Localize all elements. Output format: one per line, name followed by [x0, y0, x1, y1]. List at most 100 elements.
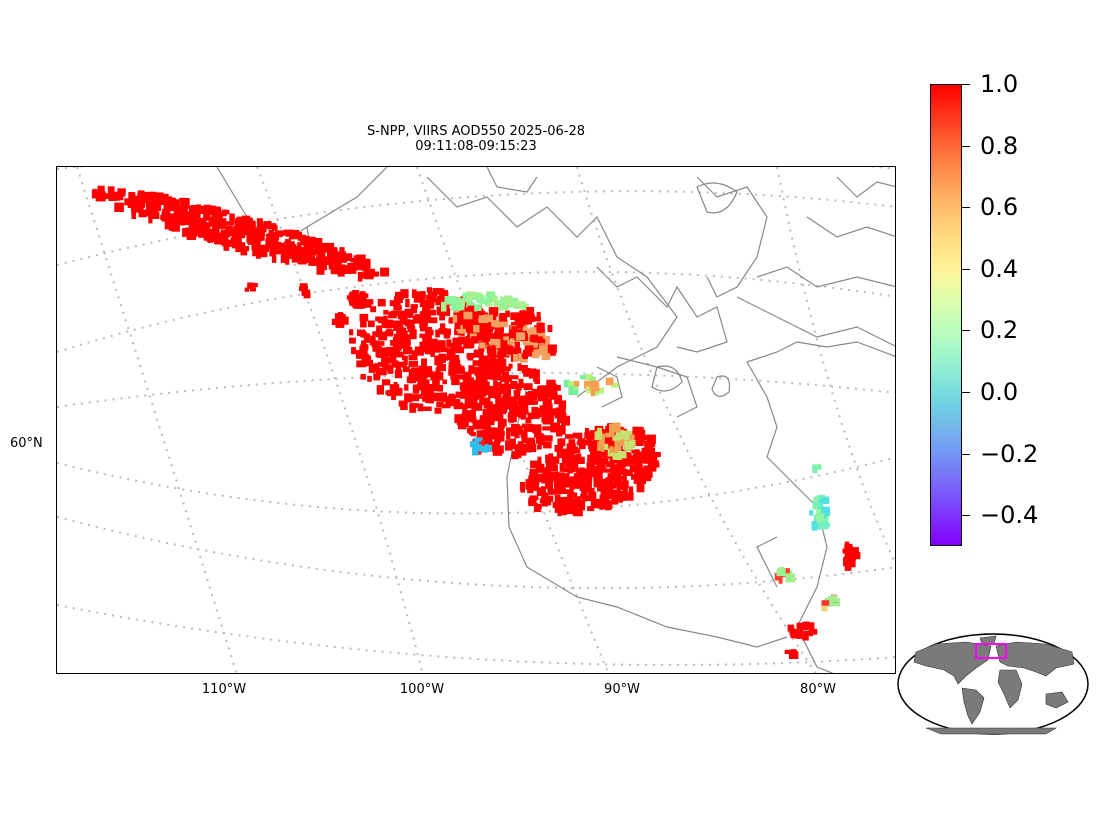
aod-pixel — [394, 369, 402, 379]
aod-pixel — [92, 188, 98, 196]
aod-pixel — [476, 320, 484, 328]
aod-pixel — [148, 216, 153, 224]
aod-pixel — [565, 462, 572, 468]
aod-pixel — [297, 255, 307, 265]
aod-pixel — [520, 318, 529, 325]
aod-pixel — [385, 357, 391, 364]
aod-pixel — [219, 232, 229, 241]
aod-pixel — [143, 196, 150, 203]
aod-pixel — [486, 291, 496, 297]
aod-pixel — [393, 296, 401, 306]
aod-pixel — [545, 454, 552, 464]
aod-pixel — [591, 441, 602, 451]
aod-pixel — [532, 424, 542, 434]
aod-pixel — [442, 396, 449, 403]
aod-pixel — [535, 480, 540, 485]
aod-pixel — [438, 288, 445, 299]
aod-pixel — [548, 453, 554, 459]
aod-pixel — [356, 360, 367, 368]
aod-pixel — [825, 598, 834, 607]
lon-line — [416, 167, 610, 673]
aod-pixel — [517, 429, 524, 435]
aod-pixel — [545, 483, 550, 489]
aod-pixel — [457, 421, 467, 430]
aod-pixel — [790, 630, 796, 638]
aod-pixel — [426, 287, 432, 293]
aod-pixel — [629, 468, 636, 473]
aod-pixel — [649, 438, 656, 448]
aod-pixel — [576, 440, 586, 445]
colorbar-tick-label: 0.2 — [980, 316, 1019, 345]
aod-pixel — [558, 438, 566, 447]
aod-pixel — [402, 366, 410, 373]
aod-pixel — [489, 338, 497, 347]
aod-pixel — [489, 404, 500, 409]
aod-pixel — [608, 476, 618, 482]
aod-pixel — [501, 348, 510, 358]
aod-pixel — [601, 479, 612, 487]
aod-pixel — [497, 331, 502, 341]
aod-pixel — [358, 299, 365, 306]
aod-pixel — [634, 426, 643, 436]
lon-label-100w: 100°W — [399, 682, 445, 697]
aod-pixel — [601, 435, 611, 445]
aod-pixel — [484, 435, 493, 445]
aod-pixel — [516, 332, 526, 340]
aod-pixel — [381, 347, 389, 358]
aod-pixel — [501, 371, 510, 378]
aod-pixel — [483, 414, 489, 422]
aod-pixel — [240, 246, 248, 256]
aod-pixel — [530, 334, 538, 343]
aod-pixel — [221, 237, 228, 246]
aod-pixel — [328, 263, 334, 270]
aod-pixel — [556, 472, 565, 483]
aod-pixel — [266, 223, 277, 230]
aod-pixel — [437, 362, 444, 368]
aod-pixel — [506, 403, 516, 410]
aod-pixel — [476, 294, 485, 303]
inset-land — [913, 635, 1075, 735]
aod-pixel — [426, 384, 437, 389]
aod-pixel — [586, 462, 595, 469]
aod-pixel — [437, 296, 445, 302]
aod-pixel — [538, 434, 545, 445]
aod-pixel — [624, 442, 631, 451]
aod-pixel — [213, 227, 220, 237]
aod-pixel — [363, 333, 370, 343]
aod-pixel — [206, 205, 216, 211]
aod-pixel — [520, 430, 528, 438]
aod-pixel — [795, 633, 802, 639]
lat-line — [57, 167, 895, 170]
aod-pixel — [506, 345, 514, 355]
aod-pixel — [168, 213, 177, 221]
aod-pixel — [313, 238, 323, 248]
aod-pixel — [537, 445, 542, 450]
aod-pixel — [367, 375, 372, 382]
aod-pixel — [345, 255, 350, 261]
aod-pixel — [376, 385, 384, 395]
aod-pixel — [572, 432, 583, 439]
aod-pixel — [430, 371, 436, 381]
aod-pixel — [357, 271, 363, 282]
aod-pixel — [583, 469, 593, 475]
aod-pixel — [491, 320, 501, 328]
aod-pixel — [569, 492, 578, 498]
aod-pixel — [421, 358, 427, 367]
aod-pixel — [465, 413, 473, 423]
aod-pixel — [203, 234, 210, 241]
aod-pixel — [603, 468, 611, 473]
aod-pixel — [191, 219, 200, 228]
aod-pixel — [519, 450, 524, 456]
aod-pixel — [565, 434, 574, 439]
aod-pixel — [404, 308, 414, 318]
aod-pixel — [550, 388, 558, 395]
aod-pixel — [289, 233, 296, 240]
aod-pixel — [510, 432, 518, 437]
aod-pixel — [188, 206, 194, 216]
aod-pixel — [492, 412, 503, 422]
aod-pixel — [361, 354, 370, 362]
aod-pixel — [602, 443, 609, 450]
aod-pixel — [180, 198, 190, 208]
aod-pixel — [501, 340, 508, 350]
aod-pixel — [447, 350, 456, 359]
